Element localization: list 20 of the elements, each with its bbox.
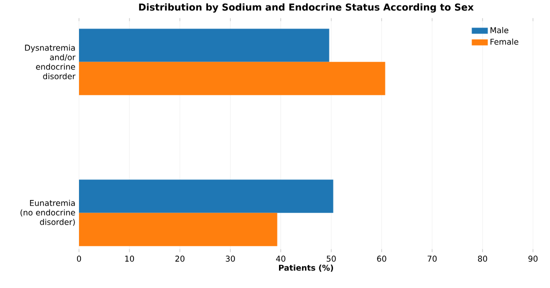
x-tick-label: 30 [226,256,235,262]
x-tick-label: 20 [175,256,184,262]
x-axis-title: Patients (%) [279,264,334,272]
bar [79,180,334,213]
y-tick-label: Eunatremia (no endocrine disorder) [20,200,76,226]
x-tick-label: 40 [276,256,286,262]
chart-title: Distribution by Sodium and Endocrine Status According to Sex [139,3,474,13]
bar [79,212,278,246]
x-tick-label: 60 [377,256,386,262]
x-tick-label: 70 [428,256,437,262]
x-tick-label: 50 [326,256,336,262]
bar [79,28,330,62]
x-tick-label: 0 [76,256,82,262]
x-tick-label: 10 [125,256,134,262]
y-tick-label: Dysnatremia and/or endocrine disorder [25,44,76,80]
legend-label: Female [490,38,518,45]
legend-label: Male [490,26,508,34]
x-tick-label: 80 [478,256,488,262]
bar [79,62,386,96]
x-tick-label: 90 [528,256,538,262]
